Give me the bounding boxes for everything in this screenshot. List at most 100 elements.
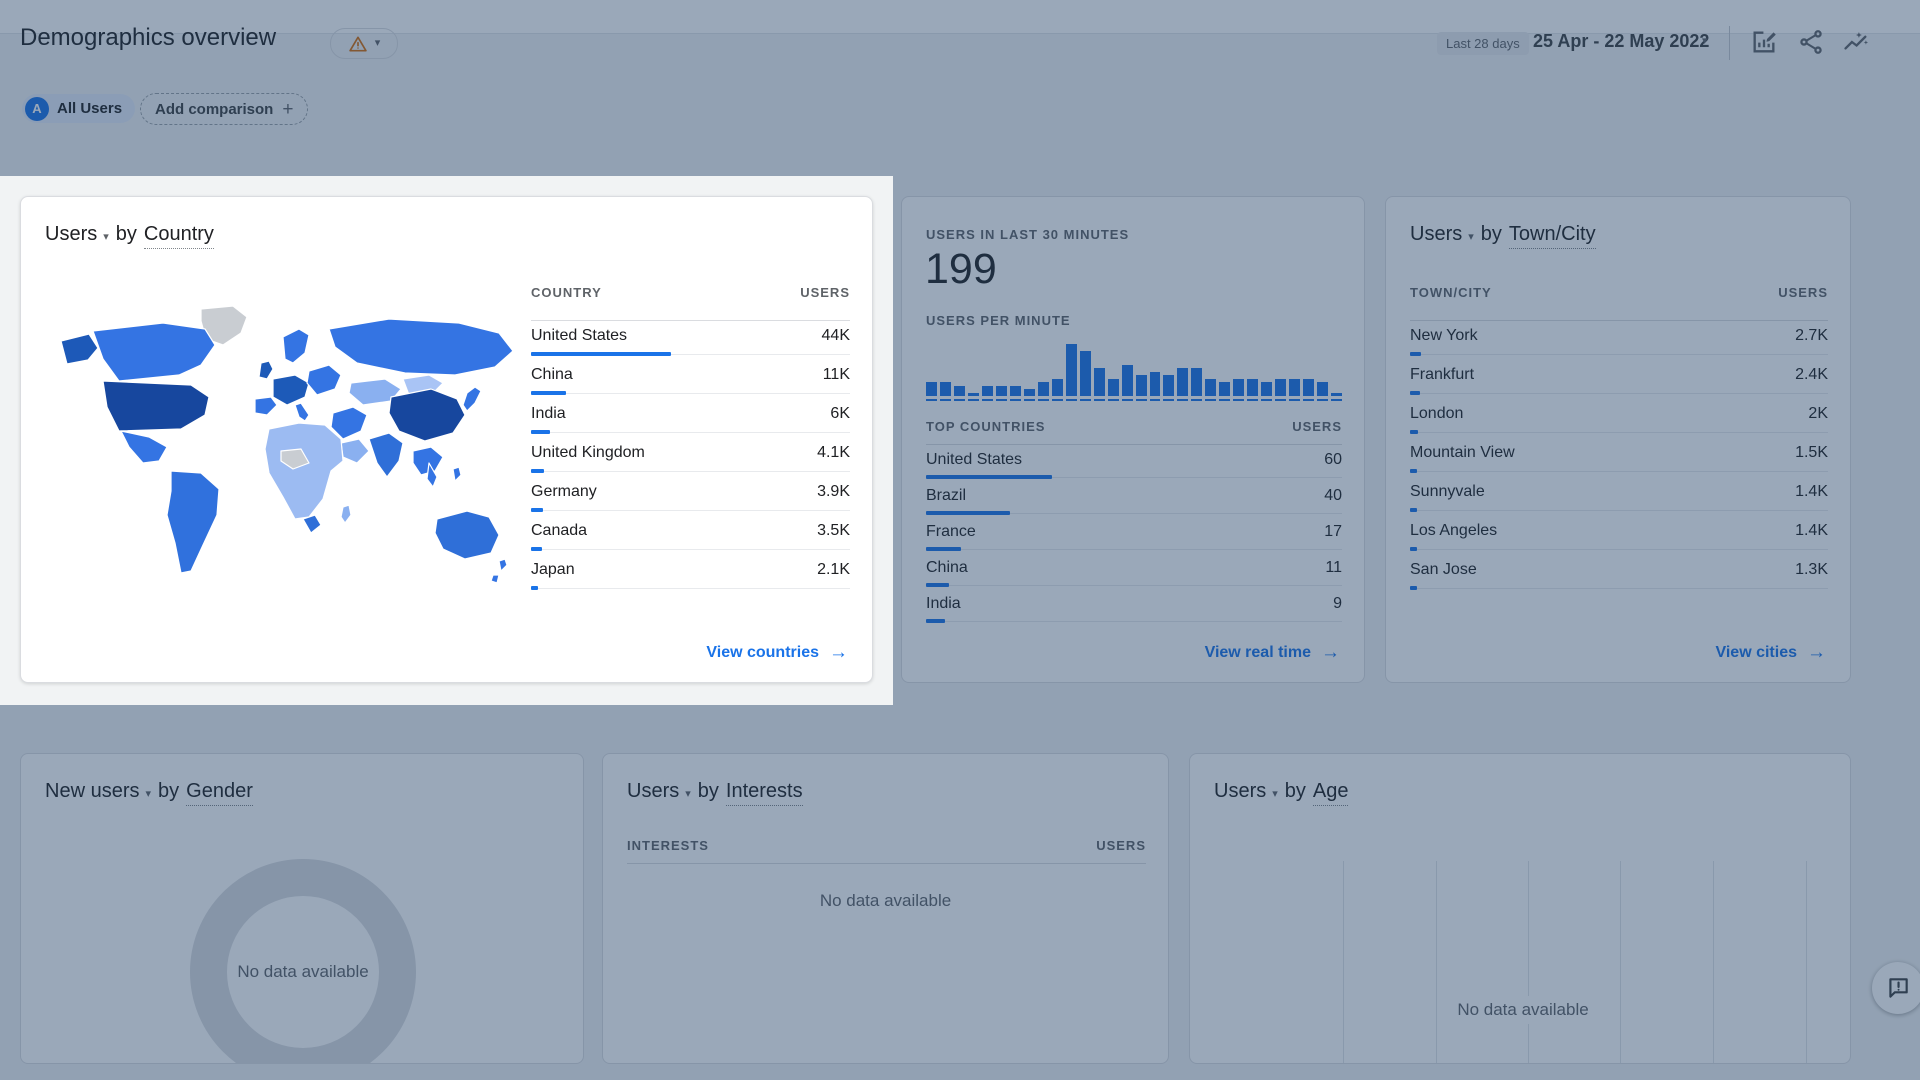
- view-realtime-link[interactable]: View real time →: [1205, 643, 1340, 662]
- table-row: China 11K: [531, 362, 850, 401]
- metric-selector[interactable]: Users ▾: [1214, 780, 1278, 803]
- share-icon[interactable]: [1797, 28, 1825, 56]
- metric-selector[interactable]: Users ▾: [627, 780, 691, 803]
- metric-label: Users: [627, 780, 680, 802]
- row-bar: [531, 586, 538, 590]
- table-row: New York 2.7K: [1410, 323, 1828, 362]
- date-range-selector[interactable]: 25 Apr - 22 May 2022: [1533, 31, 1710, 51]
- all-users-label: All Users: [57, 100, 123, 117]
- row-bar: [531, 391, 567, 395]
- minute-bar: [1163, 375, 1175, 401]
- avatar: A: [25, 96, 49, 121]
- metric-selector[interactable]: Users ▾: [1410, 223, 1474, 246]
- table-row: United States 44K: [531, 323, 850, 362]
- row-bar: [926, 583, 949, 587]
- row-name: United Kingdom: [531, 444, 645, 461]
- card-title: Users ▾ by Town/City: [1410, 223, 1596, 249]
- minute-bar: [1275, 379, 1287, 401]
- card-title: Users ▾ by Age: [1214, 780, 1349, 806]
- row-bar: [926, 511, 1010, 515]
- by-label: by: [158, 780, 180, 802]
- row-bar: [531, 430, 551, 434]
- row-name: India: [531, 405, 566, 422]
- users-per-minute-chart: [926, 337, 1343, 401]
- map-greenland: [200, 305, 248, 346]
- minute-bar: [1149, 372, 1161, 401]
- row-bar: [531, 508, 544, 512]
- dimension-link[interactable]: Country: [143, 223, 214, 249]
- report-warning-dropdown[interactable]: ▾: [330, 28, 398, 59]
- chart-gridline: [1528, 861, 1529, 1063]
- minute-bar: [981, 386, 993, 401]
- metric-selector[interactable]: Users ▾: [45, 223, 109, 246]
- minute-bar: [1303, 379, 1315, 401]
- row-name: Brazil: [926, 487, 967, 504]
- row-name: France: [926, 523, 976, 540]
- table-row: United Kingdom 4.1K: [531, 440, 850, 479]
- customize-report-icon[interactable]: [1750, 28, 1778, 56]
- metric-label: Users: [1214, 780, 1267, 802]
- dimension-link[interactable]: Age: [1312, 780, 1349, 806]
- card-users-by-city: Users ▾ by Town/City TOWN/CITY USERS New…: [1385, 196, 1851, 683]
- row-value: 2.4K: [1795, 366, 1828, 383]
- page-title: Demographics overview: [20, 24, 277, 51]
- minute-bar: [1065, 344, 1077, 401]
- caret-down-icon: ▾: [1272, 788, 1278, 800]
- card-users-by-interests: Users ▾ by Interests INTERESTS USERS No …: [602, 753, 1169, 1064]
- all-users-chip[interactable]: A All Users: [22, 94, 136, 123]
- table-row: London 2K: [1410, 401, 1828, 440]
- table-row: Brazil 40: [926, 485, 1342, 521]
- realtime-users-label: USERS IN LAST 30 MINUTES: [926, 227, 1130, 242]
- dimension-link[interactable]: Interests: [725, 780, 803, 806]
- row-bar: [1410, 391, 1421, 395]
- caret-down-icon: ▾: [1468, 231, 1474, 243]
- dimension-link[interactable]: Gender: [186, 780, 253, 806]
- table-row: Japan 2.1K: [531, 557, 850, 596]
- table-header: COUNTRY USERS: [531, 285, 850, 300]
- row-bar: [531, 352, 672, 356]
- row-bar: [1410, 547, 1417, 551]
- row-value: 3.9K: [817, 483, 850, 500]
- row-name: New York: [1410, 327, 1478, 344]
- country-table: United States 44K China 11K India 6K United Ki…: [531, 323, 850, 596]
- caret-down-icon: ▾: [685, 788, 691, 800]
- column-header-top-countries: TOP COUNTRIES: [926, 419, 1046, 434]
- metric-selector[interactable]: New users ▾: [45, 780, 151, 803]
- row-name: London: [1410, 405, 1464, 422]
- chevron-down-icon[interactable]: ▾: [1702, 35, 1708, 47]
- table-row: India 9: [926, 593, 1342, 629]
- metric-label: Users: [45, 223, 98, 245]
- feedback-button[interactable]: [1872, 962, 1920, 1014]
- view-cities-link[interactable]: View cities →: [1715, 643, 1826, 662]
- table-row: India 6K: [531, 401, 850, 440]
- dimension-link[interactable]: Town/City: [1508, 223, 1596, 249]
- city-table: New York 2.7K Frankfurt 2.4K London 2K Mountai…: [1410, 323, 1828, 596]
- view-countries-link[interactable]: View countries →: [706, 643, 848, 662]
- table-row: China 11: [926, 557, 1342, 593]
- row-bar: [1410, 352, 1422, 356]
- view-countries-label: View countries: [706, 643, 819, 661]
- insights-icon[interactable]: [1842, 28, 1870, 56]
- row-value: 11K: [822, 366, 850, 383]
- row-value: 60: [1324, 451, 1342, 468]
- minute-bar: [1023, 389, 1035, 401]
- minute-bar: [1205, 379, 1217, 401]
- by-label: by: [1284, 780, 1306, 802]
- column-header-users: USERS: [1778, 285, 1828, 300]
- row-bar: [1410, 586, 1417, 590]
- row-name: China: [531, 366, 573, 383]
- row-value: 6K: [830, 405, 850, 422]
- minute-bar: [1121, 365, 1133, 401]
- row-bar: [1410, 430, 1419, 434]
- view-cities-label: View cities: [1715, 643, 1797, 661]
- minute-bar: [939, 382, 951, 401]
- row-value: 1.4K: [1795, 522, 1828, 539]
- card-title: Users ▾ by Country: [45, 223, 214, 249]
- table-header-divider: [627, 863, 1146, 864]
- table-row: Canada 3.5K: [531, 518, 850, 557]
- add-comparison-button[interactable]: Add comparison +: [140, 93, 309, 125]
- date-preset-badge: Last 28 days: [1437, 32, 1529, 55]
- chart-gridline: [1436, 861, 1437, 1063]
- row-name: Sunnyvale: [1410, 483, 1485, 500]
- minute-bar: [1107, 379, 1119, 401]
